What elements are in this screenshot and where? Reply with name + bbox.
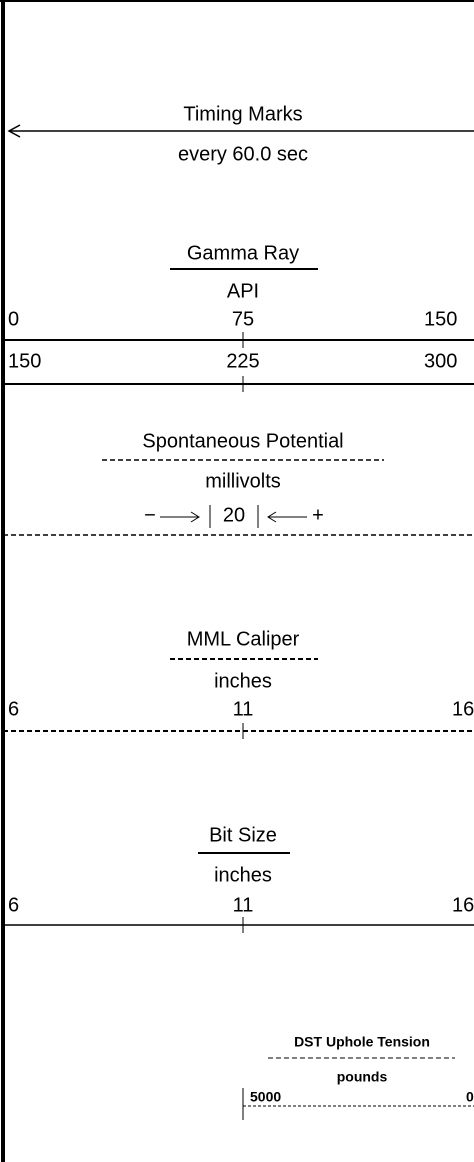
- scale-left: 0: [8, 308, 19, 330]
- scale-left: 6: [8, 698, 19, 720]
- dst-title: DST Uphole Tension: [294, 1034, 430, 1050]
- scale-left: 5000: [250, 1089, 281, 1105]
- scale-left: 150: [8, 350, 41, 372]
- gr-unit: API: [227, 280, 259, 302]
- cal-title: MML Caliper: [187, 628, 300, 650]
- scale-right: 150: [424, 308, 457, 330]
- sp-value: 20: [223, 504, 245, 526]
- timing-title: Timing Marks: [183, 103, 302, 125]
- sp-arrow-left: [160, 505, 211, 528]
- scale-right: 300: [424, 350, 457, 372]
- scale-right: 0: [466, 1089, 474, 1105]
- scale-left: 6: [8, 894, 19, 916]
- sp-title: Spontaneous Potential: [142, 430, 343, 452]
- cal-unit: inches: [214, 670, 272, 692]
- gr-title: Gamma Ray: [187, 242, 299, 264]
- bit-title: Bit Size: [209, 824, 277, 846]
- dst-unit: pounds: [337, 1069, 388, 1085]
- sp-unit: millivolts: [205, 470, 281, 492]
- scale-mid: 225: [226, 350, 259, 372]
- scale-mid: 11: [233, 894, 254, 916]
- scale-right: 16: [452, 894, 474, 916]
- sp-plus: +: [312, 504, 324, 526]
- scale-mid: 11: [233, 698, 254, 720]
- scale-mid: 75: [232, 308, 254, 330]
- sp-arrow-right: [257, 505, 307, 528]
- bit-unit: inches: [214, 864, 272, 886]
- sp-minus: −: [144, 504, 156, 526]
- scale-right: 16: [452, 698, 474, 720]
- arrow-head: [7, 124, 21, 138]
- timing-interval: every 60.0 sec: [178, 143, 308, 165]
